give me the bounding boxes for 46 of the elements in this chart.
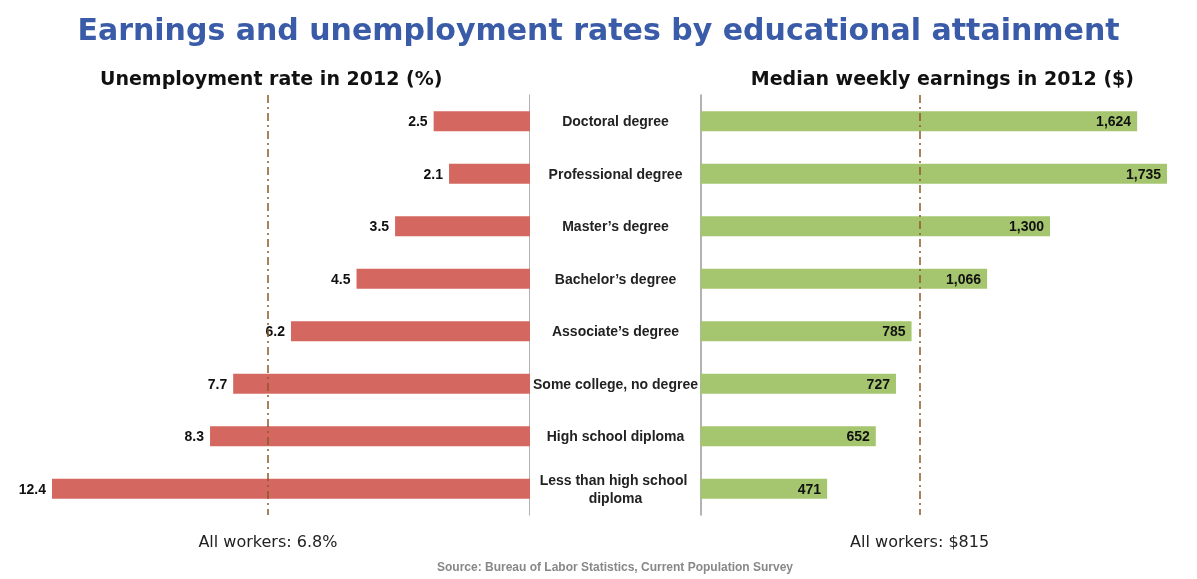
- data-label: 2.1: [423, 165, 444, 182]
- data-label: 12.4: [18, 480, 47, 497]
- bar: [700, 426, 876, 447]
- bar: [700, 478, 828, 499]
- data-label: 1,735: [1125, 165, 1162, 182]
- data-label: 652: [846, 428, 871, 445]
- bar: [700, 111, 1138, 132]
- bar: [291, 321, 530, 342]
- bar: [700, 268, 988, 289]
- data-label: 7.7: [207, 375, 228, 392]
- data-label: 785: [882, 323, 906, 340]
- chart-subtitle: Unemployment rate in 2012 (%): [100, 66, 443, 89]
- y-tick-label: High school diploma: [546, 428, 685, 445]
- data-label: 727: [866, 375, 891, 392]
- bar: [700, 373, 896, 394]
- bar: [449, 163, 530, 184]
- data-label: 3.5: [369, 218, 390, 235]
- text: Earnings and unemployment rates by educational attainment: [76, 12, 1121, 47]
- data-label: 8.3: [184, 428, 205, 445]
- bar: [233, 373, 530, 394]
- bar: [356, 268, 530, 289]
- ref-line-label: All workers: 6.8%: [198, 531, 338, 551]
- data-label: 1,300: [1008, 218, 1045, 235]
- bar: [52, 478, 530, 499]
- data-label: 471: [797, 480, 822, 497]
- bar: [395, 216, 530, 237]
- bar: [700, 216, 1051, 237]
- y-tick-label: Bachelor’s degree: [554, 270, 677, 287]
- data-label: 1,624: [1096, 113, 1132, 130]
- bar: [700, 163, 1167, 184]
- data-label: 4.5: [331, 270, 351, 287]
- y-tick-label: Doctoral degree: [562, 113, 669, 130]
- bar: [433, 111, 530, 132]
- ref-line-label: All workers: $815: [850, 531, 990, 551]
- y-tick-label: Professional degree: [548, 165, 683, 182]
- data-label: 1,066: [946, 270, 982, 287]
- bar: [700, 321, 912, 342]
- data-label: 2.5: [408, 113, 428, 130]
- y-tick-label: Less than high school diploma: [539, 471, 692, 506]
- source-note: Source: Bureau of Labor Statistics, Current Population Survey: [435, 560, 795, 574]
- data-label: 6.2: [265, 323, 286, 340]
- chart-title: Median weekly earnings in 2012 ($): [750, 66, 1134, 89]
- y-tick-label: Associate’s degree: [551, 323, 680, 340]
- bar: [210, 426, 530, 447]
- y-tick-label: Master’s degree: [562, 218, 670, 235]
- y-tick-label: Some college, no degree: [533, 375, 699, 392]
